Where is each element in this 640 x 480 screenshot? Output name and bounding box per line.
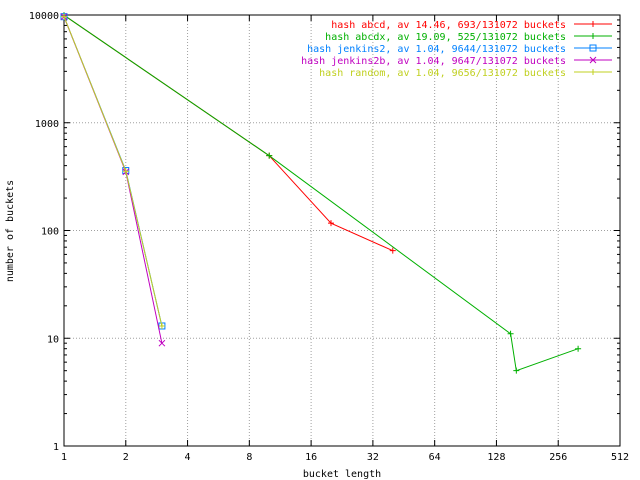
legend-entry: hash abcd, av 14.46, 693/131072 buckets [331, 20, 612, 31]
x-tick-label: 2 [123, 452, 129, 463]
legend: hash abcd, av 14.46, 693/131072 bucketsh… [301, 20, 612, 79]
data-point [158, 339, 166, 347]
series-4 [60, 13, 166, 347]
x-axis-title: bucket length [303, 469, 381, 480]
data-point [575, 345, 582, 352]
legend-label: hash jenkins2, av 1.04, 9644/131072 buck… [307, 44, 566, 55]
legend-label: hash random, av 1.04, 9656/131072 bucket… [319, 68, 566, 79]
x-tick-label: 4 [185, 452, 191, 463]
y-tick-label: 1 [53, 442, 59, 453]
legend-entry: hash jenkins2b, av 1.04, 9647/131072 buc… [301, 56, 612, 67]
series-line [63, 16, 163, 327]
grid-layer [64, 15, 620, 446]
legend-label: hash jenkins2b, av 1.04, 9647/131072 buc… [301, 56, 566, 67]
legend-marker [590, 69, 596, 75]
legend-entry: hash random, av 1.04, 9656/131072 bucket… [319, 68, 612, 79]
legend-entry: hash abcdx, av 19.09, 525/131072 buckets [325, 32, 612, 43]
x-tick-label: 16 [305, 452, 317, 463]
x-tick-label: 128 [487, 452, 505, 463]
x-tick-label: 256 [549, 452, 567, 463]
series-layer [60, 12, 582, 374]
x-tick-label: 1 [61, 452, 67, 463]
series-5 [61, 13, 165, 329]
legend-label: hash abcdx, av 19.09, 525/131072 buckets [325, 32, 566, 43]
x-tick-label: 512 [611, 452, 629, 463]
legend-entry: hash jenkins2, av 1.04, 9644/131072 buck… [307, 44, 612, 55]
axis-ticks: 1 2 4 8 16 32 64 128 256 512 1 10 100 1000 10000 [29, 11, 629, 463]
legend-marker [590, 33, 596, 39]
data-point [61, 13, 67, 20]
y-tick-label: 10000 [29, 11, 59, 22]
data-point [389, 247, 396, 254]
data-point [327, 220, 334, 227]
legend-marker [589, 56, 597, 64]
data-point [122, 168, 129, 175]
y-tick-label: 1000 [35, 119, 59, 130]
legend-label: hash abcd, av 14.46, 693/131072 buckets [331, 20, 566, 31]
y-axis-title: number of buckets [5, 180, 16, 282]
data-point [507, 330, 514, 337]
data-point [158, 322, 165, 329]
y-tick-label: 10 [47, 334, 59, 345]
legend-marker [589, 44, 597, 52]
legend-marker [590, 21, 596, 27]
x-tick-label: 8 [246, 452, 252, 463]
series-line [63, 16, 163, 344]
data-point [513, 367, 520, 374]
x-tick-label: 32 [367, 452, 379, 463]
series-line [63, 16, 163, 327]
y-tick-label: 100 [41, 227, 59, 238]
x-tick-label: 64 [429, 452, 441, 463]
data-point [266, 152, 273, 159]
plot-frame [63, 14, 621, 447]
